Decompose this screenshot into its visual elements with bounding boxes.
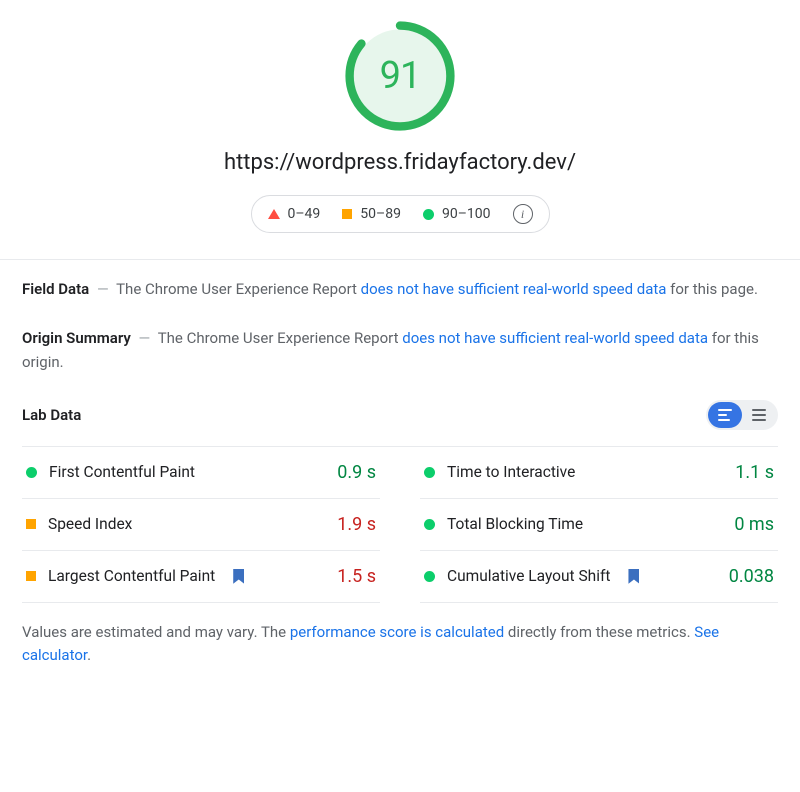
metric-label: Speed Index: [48, 515, 132, 533]
lab-data-header: Lab Data: [22, 400, 778, 430]
square-icon: [342, 209, 352, 219]
metric-label: Largest Contentful Paint: [48, 567, 215, 585]
metric-row[interactable]: First Contentful Paint 0.9 s: [22, 447, 380, 499]
metric-value: 0 ms: [734, 514, 774, 535]
triangle-icon: [268, 209, 280, 219]
footnote-pre: Values are estimated and may vary. The: [22, 623, 290, 641]
bookmark-icon: [233, 569, 244, 584]
metric-value: 1.9 s: [337, 514, 376, 535]
align-justify-icon: [752, 409, 766, 421]
metric-value: 1.5 s: [337, 566, 376, 587]
metric-row[interactable]: Total Blocking Time 0 ms: [420, 499, 778, 551]
metric-row[interactable]: Cumulative Layout Shift 0.038: [420, 551, 778, 603]
origin-summary-section: Origin Summary — The Chrome User Experie…: [22, 327, 778, 374]
origin-summary-heading: Origin Summary: [22, 329, 131, 347]
metric-label: First Contentful Paint: [49, 463, 195, 481]
score-section: 91 https://wordpress.fridayfactory.dev/ …: [0, 0, 800, 259]
dash: —: [93, 280, 113, 298]
page-root: 91 https://wordpress.fridayfactory.dev/ …: [0, 0, 800, 667]
metric-value: 0.038: [729, 566, 774, 587]
score-gauge: 91: [344, 20, 456, 132]
score-value: 91: [344, 20, 456, 132]
circle-icon: [26, 467, 37, 478]
dash: —: [135, 329, 155, 347]
score-legend: 0–49 50–89 90–100 i: [251, 195, 550, 233]
circle-icon: [423, 209, 434, 220]
metrics-grid: First Contentful Paint 0.9 s Time to Inter…: [22, 446, 778, 603]
field-data-post: for this page.: [666, 280, 758, 298]
metric-label: Time to Interactive: [447, 463, 575, 481]
legend-pass: 90–100: [423, 206, 491, 222]
toggle-expanded-button[interactable]: [708, 402, 742, 428]
metric-row[interactable]: Speed Index 1.9 s: [22, 499, 380, 551]
field-data-section: Field Data — The Chrome User Experience …: [22, 278, 778, 301]
metric-value: 1.1 s: [735, 462, 774, 483]
legend-avg-label: 50–89: [360, 206, 401, 222]
metric-label: Total Blocking Time: [447, 515, 583, 533]
square-icon: [26, 571, 36, 581]
field-data-heading: Field Data: [22, 280, 89, 298]
align-left-icon: [718, 409, 732, 421]
view-toggle: [706, 400, 778, 430]
metric-value: 0.9 s: [337, 462, 376, 483]
legend-pass-label: 90–100: [442, 206, 491, 222]
tested-url: https://wordpress.fridayfactory.dev/: [0, 150, 800, 175]
info-icon[interactable]: i: [513, 204, 533, 224]
field-data-link[interactable]: does not have sufficient real-world spee…: [361, 280, 667, 298]
circle-icon: [424, 519, 435, 530]
lab-data-title: Lab Data: [22, 406, 81, 424]
origin-summary-pre: The Chrome User Experience Report: [158, 329, 403, 347]
origin-summary-link[interactable]: does not have sufficient real-world spee…: [402, 329, 708, 347]
metric-label: Cumulative Layout Shift: [447, 567, 610, 585]
footnote-post: .: [87, 646, 91, 664]
footnote-link-score[interactable]: performance score is calculated: [290, 623, 504, 641]
metric-row[interactable]: Time to Interactive 1.1 s: [420, 447, 778, 499]
metric-row[interactable]: Largest Contentful Paint 1.5 s: [22, 551, 380, 603]
toggle-compact-button[interactable]: [742, 402, 776, 428]
content: Field Data — The Chrome User Experience …: [0, 260, 800, 609]
bookmark-icon: [628, 569, 639, 584]
legend-fail-label: 0–49: [288, 206, 321, 222]
footnote-mid: directly from these metrics.: [504, 623, 694, 641]
circle-icon: [424, 571, 435, 582]
square-icon: [26, 519, 36, 529]
legend-fail: 0–49: [268, 206, 321, 222]
legend-avg: 50–89: [342, 206, 401, 222]
circle-icon: [424, 467, 435, 478]
field-data-pre: The Chrome User Experience Report: [116, 280, 361, 298]
footnote: Values are estimated and may vary. The p…: [0, 621, 800, 668]
